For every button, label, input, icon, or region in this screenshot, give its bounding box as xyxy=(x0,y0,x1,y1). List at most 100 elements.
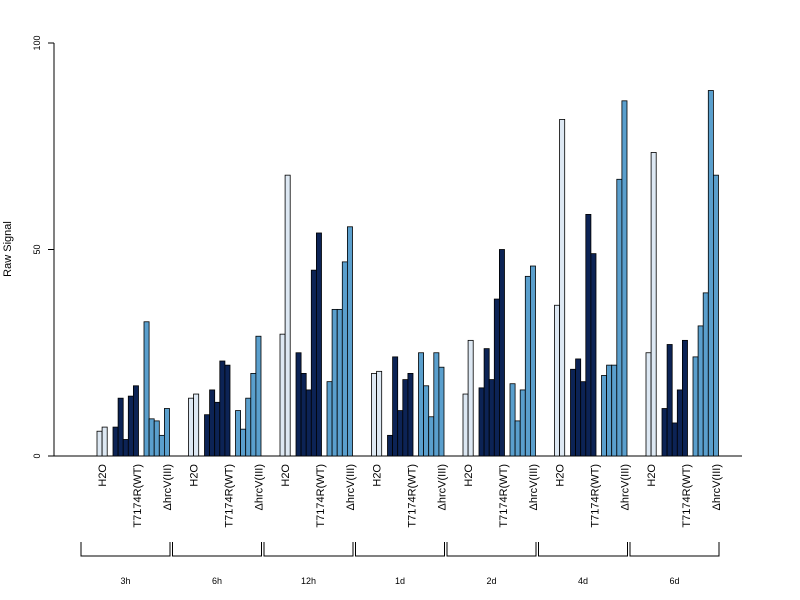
category-labels: H2O T7174R(WT) ΔhrcV(III) H2O T7174R(WT) Δhrc… xyxy=(97,464,723,528)
bar xyxy=(590,253,597,457)
group-bracket xyxy=(355,542,445,557)
y-axis: 0 50 100 xyxy=(32,35,55,459)
bar xyxy=(96,430,103,457)
category-label: H2O xyxy=(463,464,475,487)
bar xyxy=(101,426,108,457)
category-label: T7174R(WT) xyxy=(224,464,236,528)
category-label: ΔhrcV(III) xyxy=(345,464,357,510)
group-label: 4d xyxy=(578,576,588,586)
category-label: T7174R(WT) xyxy=(132,464,144,528)
group-bracket xyxy=(446,542,537,557)
bar xyxy=(575,358,582,457)
bar xyxy=(509,383,516,457)
bar xyxy=(209,389,216,457)
bar xyxy=(158,434,165,457)
category-label: T7174R(WT) xyxy=(315,464,327,528)
category-label: H2O xyxy=(97,464,109,487)
bar xyxy=(219,360,226,457)
bar xyxy=(616,178,623,457)
category-label: ΔhrcV(III) xyxy=(162,464,174,510)
bar xyxy=(554,304,560,457)
category-label: T7174R(WT) xyxy=(681,464,693,528)
bar xyxy=(559,119,566,457)
category-label: H2O xyxy=(372,464,384,487)
bar xyxy=(153,420,160,457)
group-brackets: 3h 6h 12h 1d 2d 4d 6d xyxy=(80,542,720,586)
bar xyxy=(122,439,129,457)
bar xyxy=(127,395,134,457)
bar xyxy=(336,308,343,457)
bar xyxy=(397,410,404,457)
bar xyxy=(255,335,262,457)
bar xyxy=(163,408,170,457)
category-label: ΔhrcV(III) xyxy=(254,464,266,510)
category-label: T7174R(WT) xyxy=(407,464,419,528)
bar xyxy=(315,232,322,457)
bar xyxy=(143,321,150,457)
bar xyxy=(204,414,210,457)
bar xyxy=(645,352,652,457)
category-label: H2O xyxy=(646,464,658,487)
bar xyxy=(310,269,317,457)
bars xyxy=(96,90,719,457)
bar xyxy=(483,348,490,457)
bar xyxy=(671,422,678,457)
bar xyxy=(611,364,618,457)
bar xyxy=(478,387,485,457)
bar xyxy=(707,90,714,457)
group-label: 2d xyxy=(486,576,496,586)
category-label: H2O xyxy=(555,464,567,487)
bar xyxy=(467,339,474,457)
bar xyxy=(462,393,469,457)
group-bracket xyxy=(263,542,354,557)
bar xyxy=(376,370,383,457)
bar xyxy=(117,397,124,457)
category-label: ΔhrcV(III) xyxy=(437,464,449,510)
bar xyxy=(666,344,673,457)
group-bracket xyxy=(172,542,262,557)
bar xyxy=(621,100,628,457)
bar xyxy=(601,375,607,457)
bar xyxy=(585,213,592,457)
bar xyxy=(193,393,200,457)
bar xyxy=(570,368,576,457)
bar xyxy=(438,366,445,457)
bar xyxy=(346,226,353,457)
bar xyxy=(606,364,613,457)
bar xyxy=(371,372,377,457)
bar xyxy=(132,385,139,457)
category-label: ΔhrcV(III) xyxy=(620,464,632,510)
bar xyxy=(530,265,536,457)
group-label: 6d xyxy=(669,576,679,586)
bar xyxy=(250,372,257,457)
bar xyxy=(235,410,241,457)
group-label: 1d xyxy=(395,576,405,586)
group-bracket xyxy=(629,542,720,557)
group-label: 12h xyxy=(301,576,316,586)
bar xyxy=(418,352,424,457)
bar xyxy=(524,275,531,457)
bar xyxy=(697,325,704,457)
bar xyxy=(387,434,393,457)
bar xyxy=(488,379,495,457)
bar xyxy=(148,418,155,457)
category-label: T7174R(WT) xyxy=(498,464,510,528)
bar xyxy=(428,416,435,457)
category-label: ΔhrcV(III) xyxy=(528,464,540,510)
bar xyxy=(188,397,194,457)
bar xyxy=(650,152,657,457)
bar xyxy=(702,292,709,457)
bar xyxy=(692,356,699,457)
bar xyxy=(392,356,399,457)
bar xyxy=(498,249,505,457)
bar xyxy=(300,372,307,457)
bar xyxy=(341,261,348,457)
bar xyxy=(240,428,247,457)
bar xyxy=(279,333,286,457)
bar xyxy=(514,420,521,457)
bar xyxy=(402,379,409,457)
bar xyxy=(214,401,221,457)
bar xyxy=(519,389,526,457)
bar xyxy=(305,389,312,457)
